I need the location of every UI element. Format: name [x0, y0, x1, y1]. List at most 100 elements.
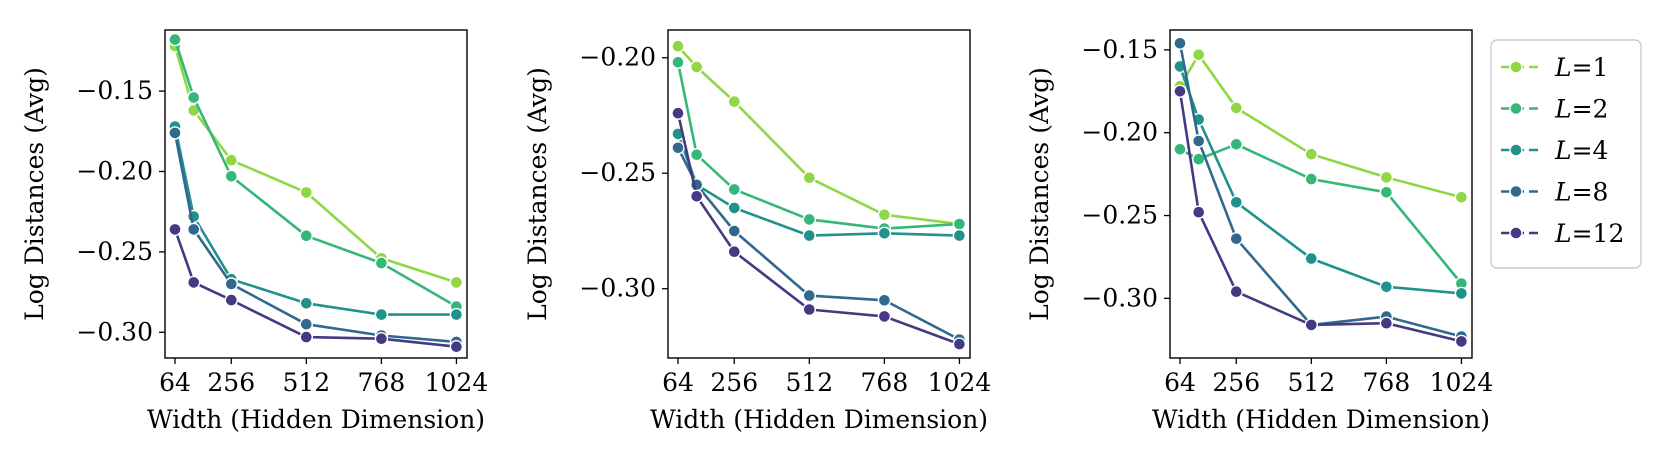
data-point: [1379, 316, 1394, 330]
data-point: [1191, 205, 1206, 219]
data-point: [449, 307, 464, 322]
data-point: [299, 317, 313, 331]
x-tick-label: 768: [358, 368, 406, 397]
data-point: [186, 222, 201, 237]
data-point: [168, 222, 182, 237]
data-point: [952, 228, 967, 243]
legend-entry: L=2: [1501, 95, 1608, 124]
data-point: [224, 153, 239, 167]
x-tick-label: 64: [662, 368, 694, 397]
data-point: [1379, 185, 1394, 200]
data-point: [1173, 36, 1187, 50]
axes-frame: [164, 29, 468, 359]
data-point: [374, 256, 389, 270]
data-point: [877, 309, 892, 324]
x-tick-label: 1024: [928, 368, 992, 397]
data-point: [802, 288, 816, 303]
series-line: [676, 62, 960, 230]
data-point: [802, 171, 816, 185]
legend-entry: L=8: [1501, 178, 1608, 207]
data-point: [299, 229, 313, 243]
data-point: [690, 60, 704, 74]
data-point: [449, 275, 464, 290]
data-point: [952, 337, 967, 351]
x-tick-label: 64: [1164, 368, 1196, 397]
series-line: [1178, 53, 1462, 199]
data-point: [690, 189, 704, 204]
legend-swatch-marker: [1509, 184, 1523, 199]
data-point: [1191, 48, 1206, 62]
x-tick-label: 64: [159, 368, 191, 397]
chart-panel-3: 64 256 512 768 1024 −0.15 −0.20 −0.25 −0.30 Width…: [1025, 29, 1494, 434]
data-point: [1229, 231, 1244, 246]
y-tick-label: −0.15: [76, 76, 153, 105]
data-point: [1229, 285, 1244, 299]
data-point: [877, 293, 892, 307]
y-tick-label: −0.15: [1081, 35, 1158, 64]
data-point: [727, 244, 741, 259]
legend-swatch-marker: [1509, 143, 1523, 157]
series-L=12: [1173, 84, 1469, 349]
data-point: [671, 106, 685, 120]
series-L=1: [1173, 48, 1469, 205]
data-point: [299, 185, 313, 200]
x-tick-label: 1024: [1430, 368, 1494, 397]
series-line: [676, 112, 960, 346]
legend-entry: L=1: [1501, 53, 1608, 82]
chart-panel-2: 64 256 512 768 1024 −0.20 −0.25 −0.30 Width (Hid…: [523, 29, 991, 434]
data-point: [1454, 190, 1469, 205]
data-point: [224, 277, 239, 291]
data-point: [727, 182, 741, 197]
x-tick-label: 256: [1212, 368, 1260, 397]
series-line: [1178, 43, 1462, 338]
y-axis: −0.20 −0.25 −0.30: [579, 43, 668, 303]
y-axis-label: Log Distances (Avg): [523, 67, 552, 321]
data-point: [727, 201, 741, 215]
data-point: [1304, 251, 1319, 266]
x-axis-label: Width (Hidden Dimension): [1152, 405, 1490, 434]
chart-panel-1: 64 256 512 768 1024 −0.15 −0.20 −0.25 −0.30 Width…: [20, 29, 488, 434]
data-point: [168, 32, 182, 47]
data-point: [1379, 280, 1394, 294]
x-tick-label: 512: [785, 368, 833, 397]
x-tick-label: 768: [1363, 368, 1411, 397]
series-L=12: [168, 222, 464, 354]
data-point: [1173, 84, 1187, 99]
data-point: [952, 217, 967, 231]
data-point: [802, 212, 816, 227]
data-point: [1173, 142, 1187, 157]
data-point: [186, 90, 201, 105]
data-point: [186, 275, 201, 290]
x-tick-label: 768: [861, 368, 909, 397]
data-point: [1229, 101, 1244, 115]
data-point: [802, 228, 816, 243]
series-L=2: [671, 55, 967, 236]
data-point: [1229, 137, 1244, 152]
y-tick-label: −0.30: [76, 317, 153, 346]
x-axis: 64 256 512 768 1024: [662, 358, 991, 397]
y-axis-label: Log Distances (Avg): [1025, 67, 1054, 321]
y-tick-label: −0.30: [1081, 283, 1158, 312]
data-point: [1304, 318, 1319, 332]
legend-label: L=2: [1554, 95, 1608, 124]
y-axis: −0.15 −0.20 −0.25 −0.30: [76, 76, 165, 346]
x-axis: 64 256 512 768 1024: [159, 358, 488, 397]
y-tick-label: −0.25: [579, 158, 656, 187]
series-line: [677, 45, 960, 226]
series-L=4: [168, 119, 464, 322]
y-tick-label: −0.25: [76, 237, 153, 266]
legend-entry: L=12: [1501, 219, 1624, 248]
series-line: [173, 132, 457, 344]
data-point: [224, 293, 239, 307]
data-point: [1379, 170, 1394, 185]
legend-label: L=4: [1554, 136, 1608, 165]
data-point: [877, 208, 892, 222]
data-point: [1454, 334, 1469, 349]
x-tick-label: 256: [207, 368, 255, 397]
series-L=1: [671, 39, 967, 231]
x-tick-label: 512: [282, 368, 330, 397]
legend: L=1 L=2 L=4 L=8 L=12: [1490, 39, 1642, 269]
y-axis: −0.15 −0.20 −0.25 −0.30: [1081, 35, 1170, 312]
y-tick-label: −0.25: [1081, 201, 1158, 230]
